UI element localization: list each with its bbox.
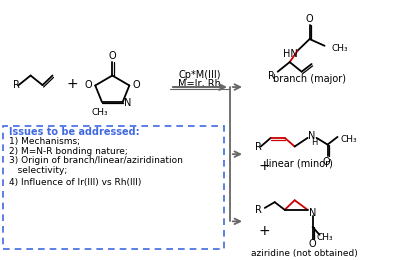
Text: aziridine (not obtained): aziridine (not obtained): [251, 249, 358, 258]
Text: 4) Influence of Ir(III) vs Rh(III): 4) Influence of Ir(III) vs Rh(III): [9, 178, 141, 187]
Text: +: +: [259, 224, 270, 238]
Text: O: O: [309, 239, 316, 249]
Text: Cp*M(III): Cp*M(III): [178, 70, 220, 80]
Text: N: N: [124, 99, 132, 108]
Text: O: O: [132, 80, 140, 89]
Text: N: N: [309, 208, 316, 218]
Text: CH₃: CH₃: [92, 108, 108, 116]
Text: selectivity;: selectivity;: [9, 166, 67, 175]
Text: CH₃: CH₃: [316, 233, 333, 242]
Text: Issues to be addressed:: Issues to be addressed:: [9, 127, 139, 137]
Text: O: O: [84, 80, 92, 89]
Text: 2) M=N-R bonding nature;: 2) M=N-R bonding nature;: [9, 147, 128, 156]
Text: N: N: [308, 131, 315, 141]
Text: 1) Mechanisms;: 1) Mechanisms;: [9, 137, 80, 146]
Text: O: O: [323, 157, 330, 167]
Text: linear (minor): linear (minor): [266, 159, 333, 169]
Text: +: +: [259, 159, 270, 173]
Text: O: O: [306, 14, 314, 24]
Text: 3) Origin of branch/linear/aziridination: 3) Origin of branch/linear/aziridination: [9, 157, 182, 165]
Text: O: O: [108, 51, 116, 61]
Text: branch (major): branch (major): [273, 74, 346, 84]
Text: CH₃: CH₃: [340, 135, 357, 144]
Text: R: R: [255, 205, 262, 215]
Text: CH₃: CH₃: [332, 44, 348, 53]
Text: +: +: [67, 77, 78, 91]
Text: H: H: [312, 138, 318, 147]
Text: R: R: [268, 70, 275, 81]
Text: R: R: [255, 141, 262, 152]
Text: HN: HN: [283, 49, 298, 60]
Text: R: R: [13, 80, 20, 90]
Text: M=Ir, Rh: M=Ir, Rh: [178, 79, 221, 89]
